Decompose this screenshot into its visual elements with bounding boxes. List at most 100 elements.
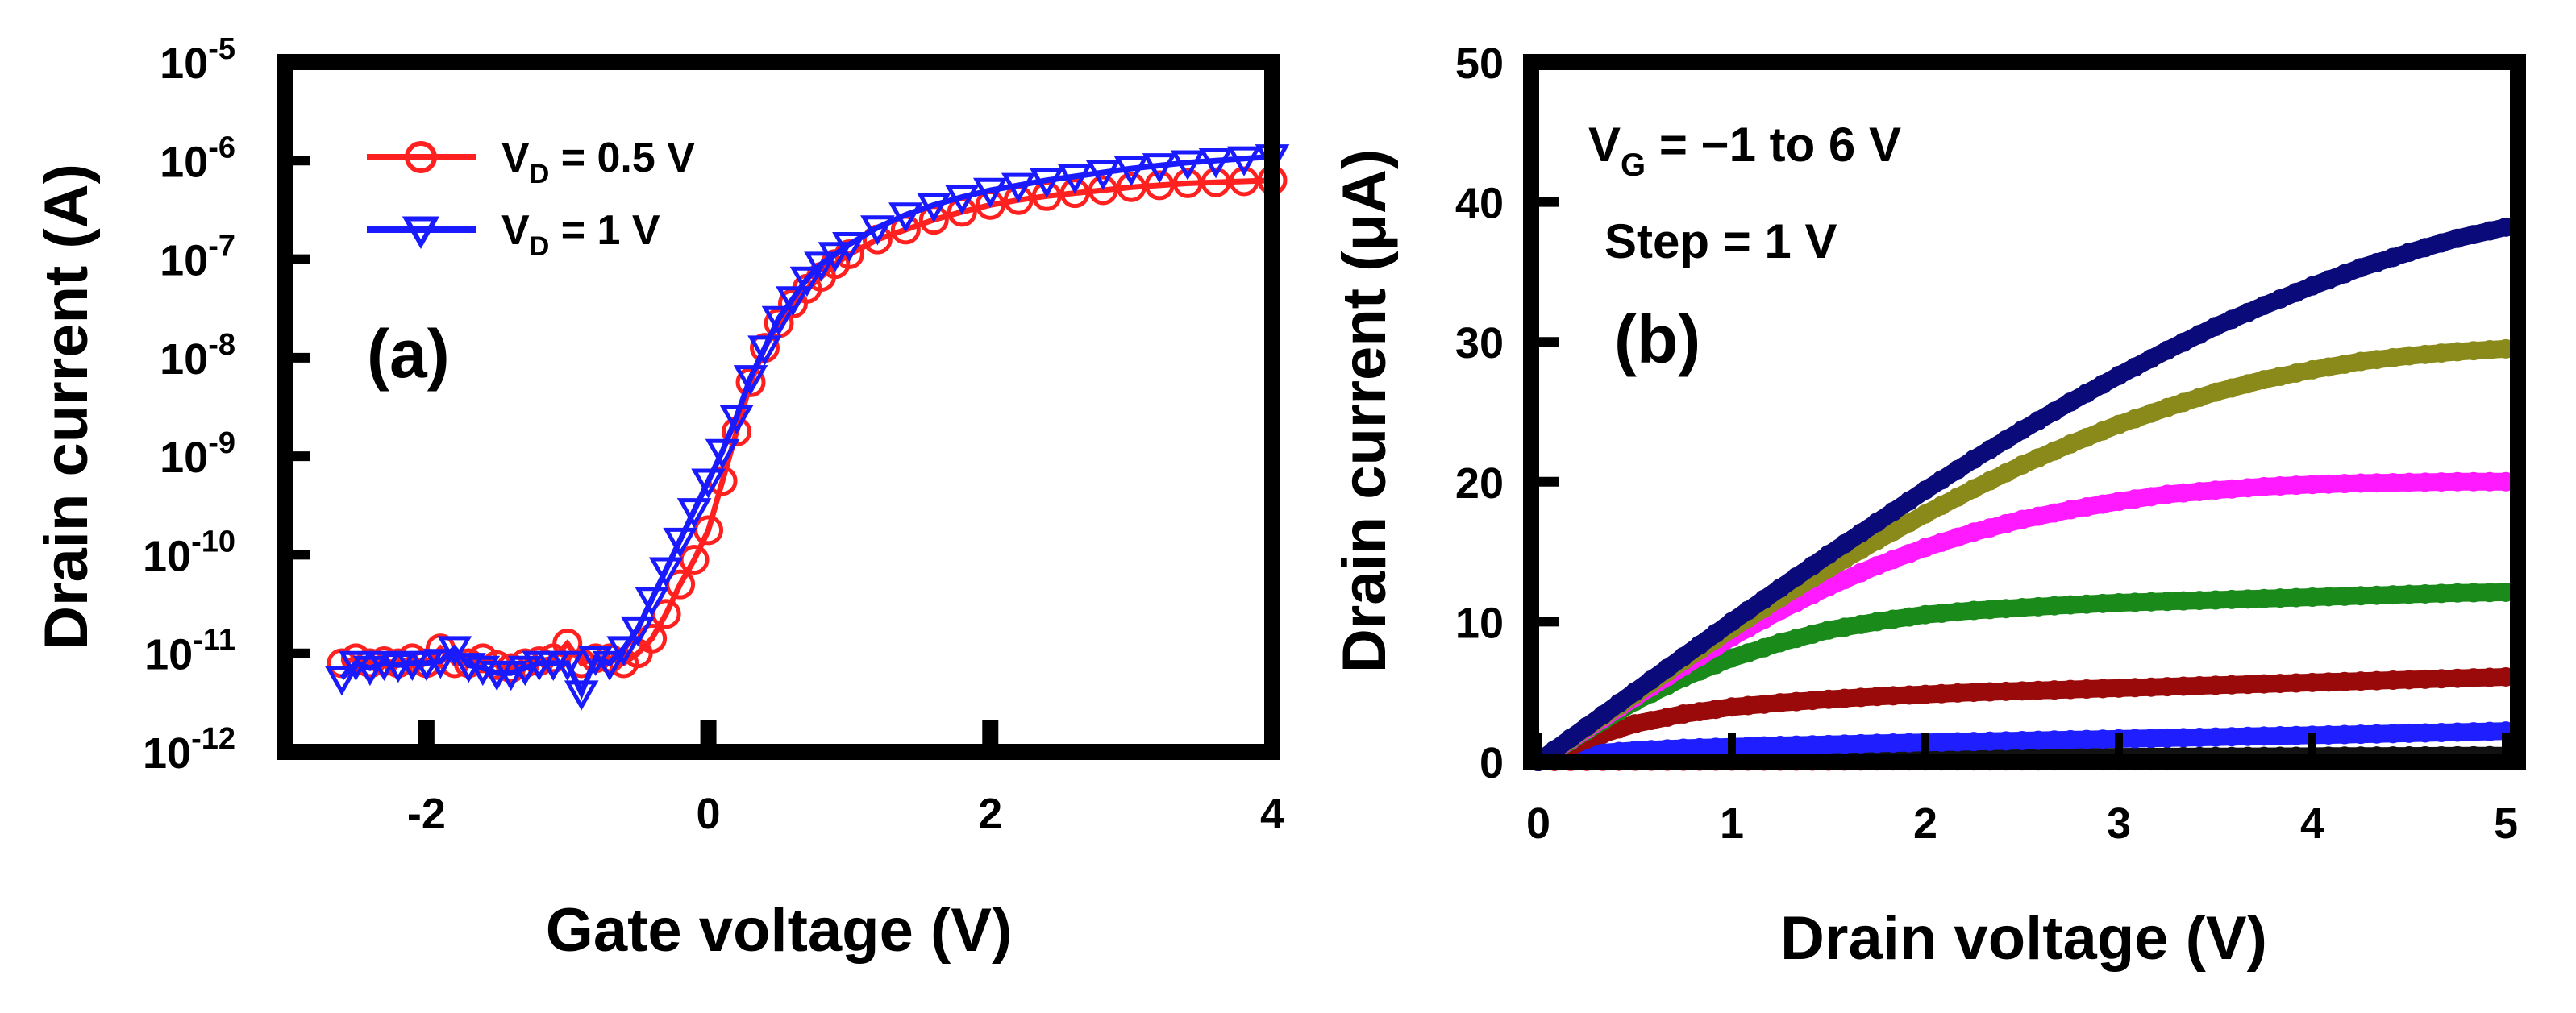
y-tick-label: 10-9 [160, 426, 235, 482]
data-point [1706, 737, 1725, 758]
data-point [1642, 711, 1661, 731]
data-point [2416, 723, 2435, 743]
data-point [2464, 471, 2483, 492]
series-line [339, 153, 1273, 700]
data-point [1900, 733, 1919, 753]
data-point [2464, 583, 2483, 603]
data-point [2270, 476, 2290, 496]
data-point [2061, 434, 2080, 454]
x-tick-label: 4 [2300, 799, 2324, 848]
data-point [2335, 354, 2354, 374]
panel-b-x-axis-label: Drain voltage (V) [1780, 904, 2267, 973]
data-point [1787, 691, 1806, 712]
data-point [2061, 500, 2080, 520]
y-tick-base: 10 [160, 39, 208, 88]
data-point [1835, 570, 1854, 590]
y-tick-label: 10-7 [160, 230, 235, 285]
y-tick-base: 10 [160, 138, 208, 186]
data-point [2206, 727, 2225, 747]
data-point [2254, 726, 2274, 746]
data-point [1142, 153, 1177, 184]
panel-b-y-axis-label: Drain current (μA) [1330, 149, 1399, 673]
data-point [2238, 675, 2258, 695]
data-point [2319, 724, 2338, 745]
data-point [1738, 695, 1758, 716]
panel-b-plot-frame [1523, 54, 2526, 770]
data-point [2319, 672, 2338, 692]
data-point [2287, 725, 2306, 745]
data-point [1085, 160, 1121, 190]
data-point [1116, 172, 1147, 202]
data-point [1948, 683, 1967, 703]
y-tick-exponent: -10 [191, 525, 235, 558]
data-point [1948, 602, 1967, 622]
data-point [2254, 674, 2274, 694]
data-point [733, 365, 768, 396]
data-point [1883, 686, 1903, 706]
y-tick-label: 30 [1455, 319, 1504, 367]
data-point [1561, 729, 1580, 749]
y-tick-label: 10-6 [160, 131, 235, 186]
data-point [1883, 550, 1903, 570]
x-tick-label: 3 [2107, 799, 2131, 848]
data-point [2335, 724, 2354, 745]
data-point [1916, 538, 1935, 558]
data-point [2061, 595, 2080, 615]
data-point [1851, 563, 1871, 583]
data-point [2399, 243, 2419, 263]
data-point [648, 557, 684, 587]
y-tick-label: 10 [1455, 599, 1504, 647]
data-point [2351, 586, 2370, 606]
data-point [1059, 178, 1090, 209]
data-point [1771, 578, 1790, 598]
panel-a-ticks [285, 57, 1280, 757]
vg-annotation-subscript: G [1621, 147, 1646, 183]
data-point [1674, 646, 1693, 666]
data-point [2367, 473, 2387, 493]
data-point [1754, 589, 1774, 609]
data-point [1851, 733, 1871, 754]
data-point [1932, 683, 1951, 704]
x-tick-label: -2 [407, 790, 446, 838]
data-point [1964, 522, 1983, 542]
data-point [1916, 684, 1935, 704]
data-point [465, 655, 501, 687]
data-point [2254, 370, 2274, 390]
y-tick-label: 50 [1455, 39, 1504, 88]
data-point [2141, 592, 2161, 612]
data-point [2125, 409, 2145, 429]
data-point [1980, 682, 2000, 702]
data-point [1867, 555, 1887, 575]
data-point [2335, 671, 2354, 691]
data-point [1851, 687, 1871, 708]
data-point [2464, 668, 2483, 688]
y-tick-exponent: -12 [191, 722, 235, 756]
data-point [1226, 146, 1262, 176]
data-point [2480, 340, 2499, 360]
data-point [2287, 587, 2306, 608]
data-point [2367, 252, 2387, 272]
data-point [2045, 596, 2064, 616]
data-point [592, 650, 627, 681]
y-tick-label: 40 [1455, 180, 1504, 228]
data-point [2464, 341, 2483, 361]
data-point [2303, 359, 2322, 380]
data-point [2029, 448, 2048, 468]
data-point [1771, 633, 1790, 653]
data-point [1932, 496, 1951, 516]
data-point [1835, 688, 1854, 708]
legend-main: V [501, 207, 530, 254]
panel-a-label: (a) [367, 316, 450, 392]
y-tick-base: 10 [160, 237, 208, 285]
data-point [1754, 637, 1774, 658]
data-point [2029, 680, 2048, 700]
data-point [2125, 729, 2145, 749]
data-point [2416, 238, 2435, 258]
data-point [2093, 494, 2112, 514]
data-point [1057, 164, 1092, 194]
data-point [1980, 518, 2000, 538]
data-point [1819, 734, 1838, 754]
data-point [1900, 685, 1919, 705]
data-point [1932, 732, 1951, 752]
data-point [1980, 600, 2000, 620]
